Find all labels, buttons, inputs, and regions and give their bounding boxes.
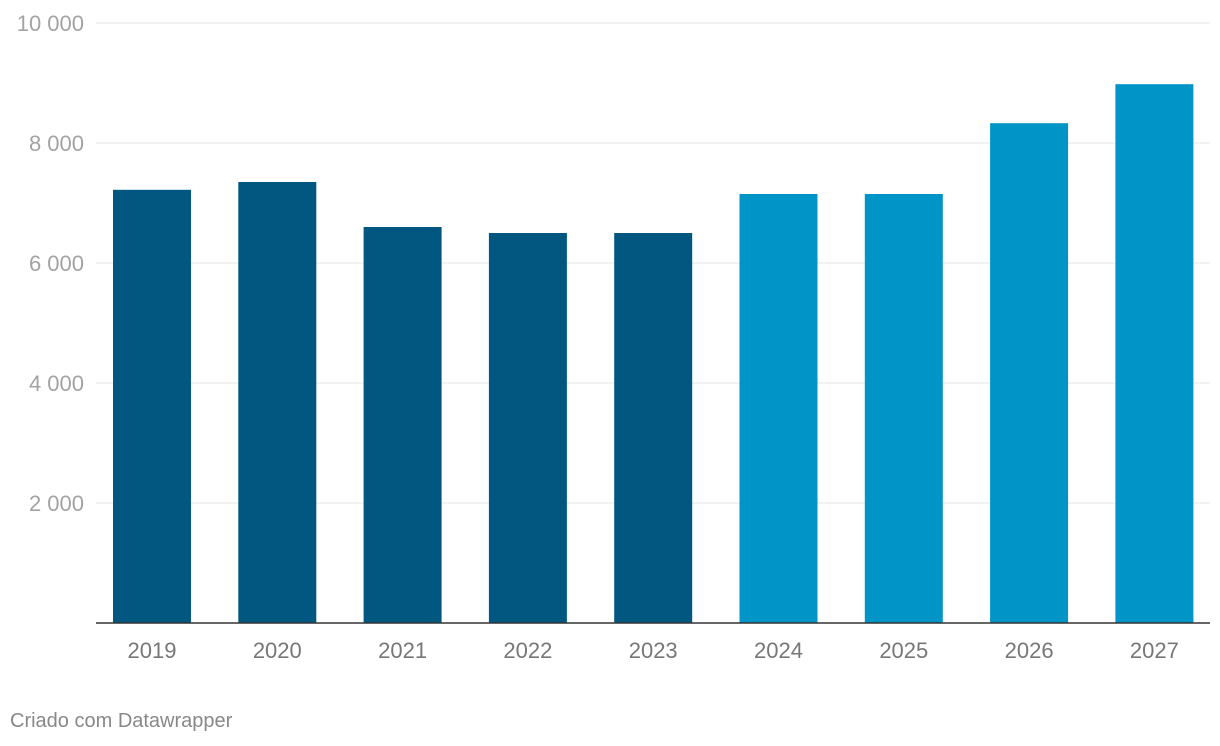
bar-2021: [363, 227, 442, 623]
x-tick-label-2024: 2024: [754, 638, 803, 663]
x-axis-tick-labels: 2019 2020 2021 2022 2023 2024 2025 2026 2027: [128, 638, 1179, 663]
x-tick-label-2023: 2023: [629, 638, 678, 663]
datawrapper-credit: Criado com Datawrapper: [10, 710, 233, 732]
y-tick-label: 6 000: [29, 251, 84, 276]
bars: [113, 84, 1194, 624]
x-tick-label-2021: 2021: [378, 638, 427, 663]
x-tick-label-2020: 2020: [253, 638, 302, 663]
x-tick-label-2019: 2019: [128, 638, 177, 663]
y-tick-label: 2 000: [29, 491, 84, 516]
bar-2025: [864, 194, 943, 623]
x-tick-label-2027: 2027: [1130, 638, 1179, 663]
bar-2023: [614, 233, 693, 623]
x-tick-label-2026: 2026: [1005, 638, 1054, 663]
y-tick-label: 4 000: [29, 371, 84, 396]
bar-2027: [1115, 84, 1194, 623]
y-tick-label: 8 000: [29, 131, 84, 156]
bar-2022: [488, 233, 567, 623]
x-tick-label-2022: 2022: [503, 638, 552, 663]
bar-2024: [739, 194, 818, 623]
y-axis-tick-labels: 2 000 4 000 6 000 8 000 10 000: [17, 11, 84, 516]
y-tick-label: 10 000: [17, 11, 84, 36]
bar-2019: [113, 189, 191, 624]
bar-2026: [990, 123, 1069, 623]
bar-2020: [238, 182, 317, 623]
x-tick-label-2025: 2025: [879, 638, 928, 663]
